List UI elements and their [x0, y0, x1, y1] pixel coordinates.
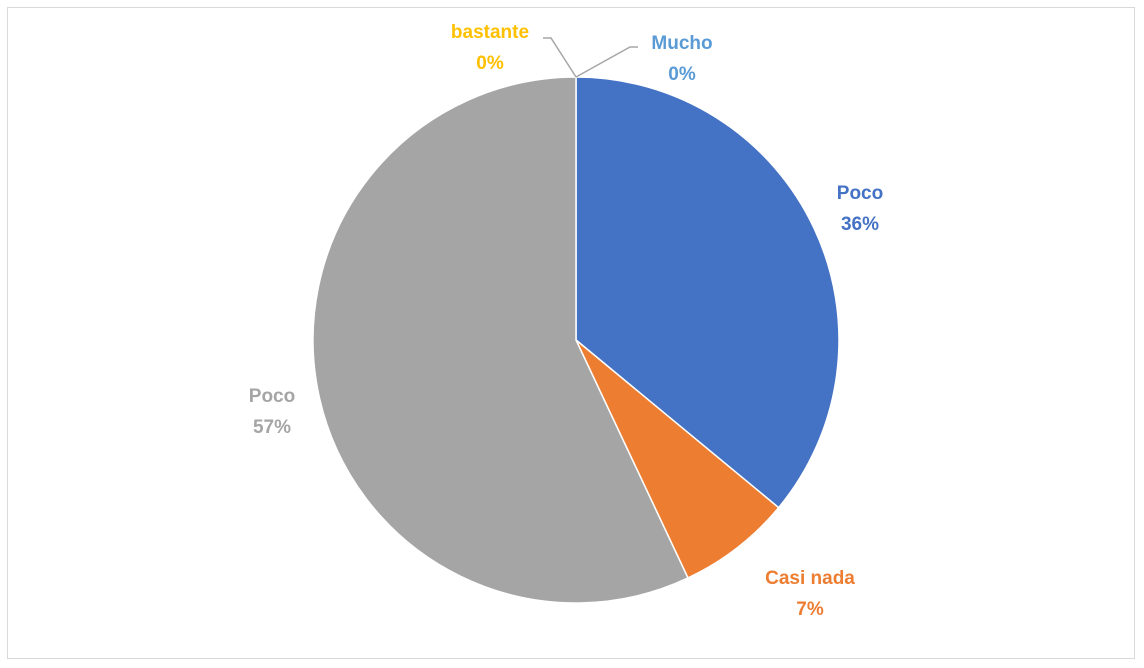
pie-slices: [312, 76, 840, 604]
pie-slice-poco-1: [575, 76, 840, 509]
leader-line-mucho-0: [575, 46, 638, 78]
slice-label-percent-poco-3: 57%: [253, 417, 291, 438]
leader-line-bastante-4: [543, 37, 577, 78]
pie-slice-poco-3: [312, 76, 689, 604]
slice-label-percent-bastante-4: 0%: [476, 53, 504, 74]
slice-label-name-poco-3: Poco: [249, 386, 295, 407]
data-labels: Mucho 0% Poco 36% Casi nada 7% Poco 57% bastante…: [249, 22, 883, 620]
pie-slice-casi-nada-2: [575, 339, 780, 579]
slice-label-name-poco-1: Poco: [837, 183, 883, 204]
slice-label-percent-mucho-0: 0%: [668, 64, 696, 85]
slice-label-percent-poco-1: 36%: [841, 214, 879, 235]
slice-label-name-casi-nada-2: Casi nada: [765, 568, 855, 589]
slice-label-name-mucho-0: Mucho: [651, 33, 712, 54]
leader-lines: [543, 37, 638, 78]
slice-label-percent-casi-nada-2: 7%: [796, 599, 824, 620]
slice-label-name-bastante-4: bastante: [451, 22, 529, 43]
